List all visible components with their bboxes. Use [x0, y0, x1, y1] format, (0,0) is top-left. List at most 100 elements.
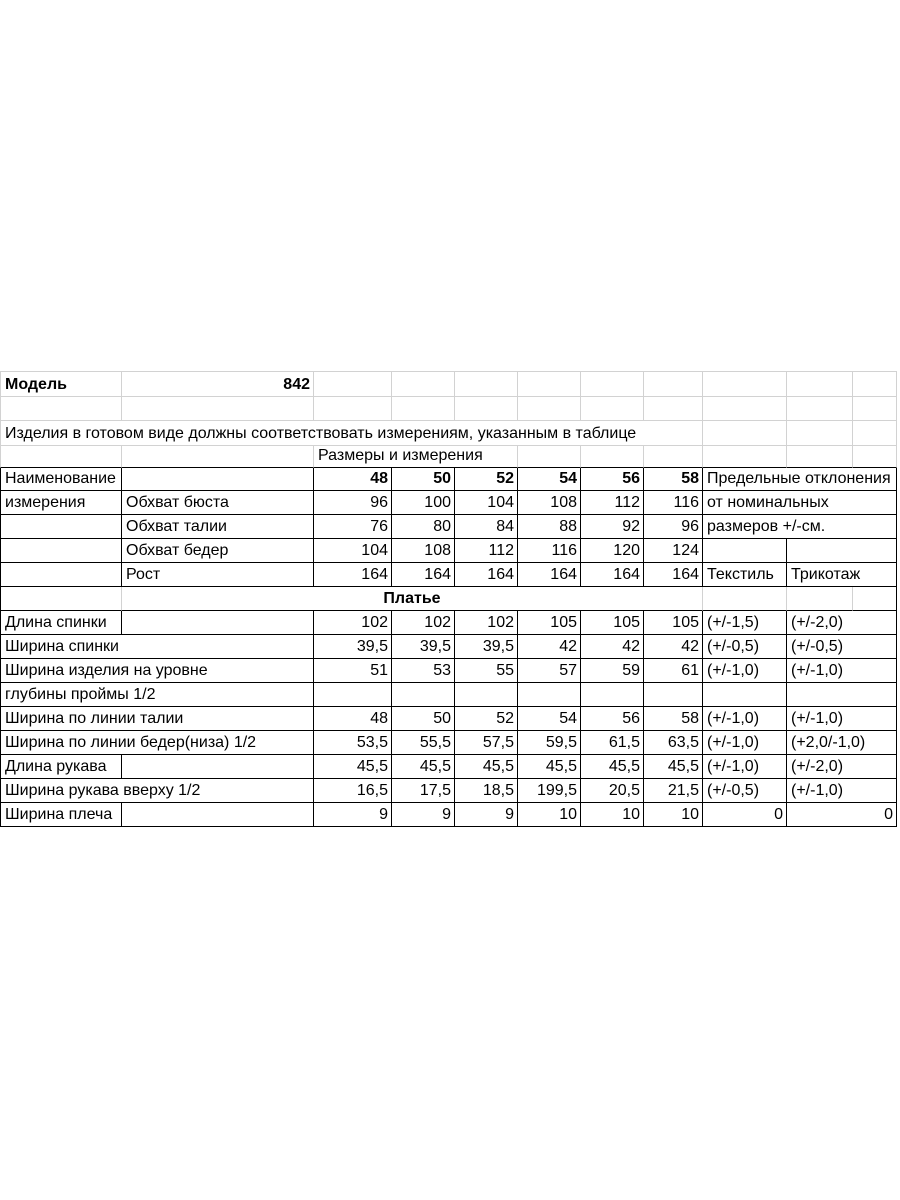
model-value-cell: 842	[122, 372, 314, 397]
empty-cell	[0, 539, 122, 563]
empty-cell	[703, 446, 787, 468]
value-cell: 53	[392, 659, 455, 683]
value-cell: 20,5	[581, 779, 644, 803]
value-cell: 39,5	[455, 635, 518, 659]
value-cell: 61	[644, 659, 703, 683]
empty-cell	[787, 397, 853, 421]
value-cell: 48	[314, 707, 392, 731]
empty-cell	[581, 372, 644, 397]
row-label-cell: Ширина изделия на уровне	[0, 659, 314, 683]
row-label-cell: глубины проймы 1/2	[0, 683, 314, 707]
empty-cell	[853, 421, 897, 446]
tolerance-textile-cell	[703, 683, 787, 707]
value-cell: 52	[455, 707, 518, 731]
empty-cell	[122, 446, 314, 468]
empty-cell	[787, 539, 897, 563]
row-label-cell: Ширина плеча	[0, 803, 122, 827]
empty-cell	[518, 397, 581, 421]
empty-cell	[122, 468, 314, 491]
empty-cell	[787, 372, 853, 397]
size-col-header: 50	[392, 468, 455, 491]
empty-cell	[703, 397, 787, 421]
value-cell: 105	[518, 611, 581, 635]
empty-cell	[0, 563, 122, 587]
empty-cell	[581, 397, 644, 421]
tolerance-textile-cell: (+/-1,0)	[703, 755, 787, 779]
value-cell: 50	[392, 707, 455, 731]
tolerance-knit-cell: (+/-2,0)	[787, 611, 897, 635]
sizes-caption-cell: Размеры и измерения	[314, 446, 518, 468]
value-cell: 57	[518, 659, 581, 683]
value-cell: 45,5	[455, 755, 518, 779]
value-cell: 164	[581, 563, 644, 587]
measure-label-cell: Рост	[122, 563, 314, 587]
value-cell: 102	[455, 611, 518, 635]
empty-cell	[581, 446, 644, 468]
row-label-cell: Ширина по линии талии	[0, 707, 314, 731]
measure-label-cell: Обхват бедер	[122, 539, 314, 563]
value-cell: 76	[314, 515, 392, 539]
value-cell: 59,5	[518, 731, 581, 755]
value-cell: 39,5	[392, 635, 455, 659]
size-col-header: 58	[644, 468, 703, 491]
value-cell: 58	[644, 707, 703, 731]
tolerance-textile-cell: (+/-1,5)	[703, 611, 787, 635]
tolerance-textile-cell: (+/-1,0)	[703, 659, 787, 683]
tolerance-textile-cell: (+/-1,0)	[703, 707, 787, 731]
value-cell: 56	[581, 707, 644, 731]
empty-cell	[314, 372, 392, 397]
value-cell: 42	[644, 635, 703, 659]
empty-cell	[122, 755, 314, 779]
empty-cell	[853, 372, 897, 397]
value-cell: 104	[455, 491, 518, 515]
tolerance-textile-cell: 0	[703, 803, 787, 827]
tolerance-knit-cell	[787, 683, 897, 707]
value-cell	[392, 683, 455, 707]
value-cell: 96	[644, 515, 703, 539]
empty-cell	[122, 397, 314, 421]
value-cell: 10	[581, 803, 644, 827]
value-cell: 199,5	[518, 779, 581, 803]
value-cell: 88	[518, 515, 581, 539]
tolerance-header-cell: Предельные отклонения	[703, 468, 897, 491]
value-cell: 108	[518, 491, 581, 515]
tolerance-knit-cell: (+/-1,0)	[787, 707, 897, 731]
size-col-header: 52	[455, 468, 518, 491]
size-col-header: 48	[314, 468, 392, 491]
empty-cell	[644, 446, 703, 468]
value-cell	[455, 683, 518, 707]
value-cell: 120	[581, 539, 644, 563]
value-cell: 17,5	[392, 779, 455, 803]
value-cell: 108	[392, 539, 455, 563]
material-knit-cell: Трикотаж	[787, 563, 897, 587]
empty-cell	[392, 397, 455, 421]
tolerance-knit-cell: (+/-2,0)	[787, 755, 897, 779]
value-cell: 42	[518, 635, 581, 659]
value-cell: 92	[581, 515, 644, 539]
tolerance-textile-cell: (+/-0,5)	[703, 635, 787, 659]
empty-cell	[455, 372, 518, 397]
value-cell: 63,5	[644, 731, 703, 755]
value-cell: 59	[581, 659, 644, 683]
value-cell: 45,5	[581, 755, 644, 779]
value-cell: 55	[455, 659, 518, 683]
value-cell: 9	[392, 803, 455, 827]
empty-cell	[853, 397, 897, 421]
empty-cell	[703, 539, 787, 563]
value-cell: 51	[314, 659, 392, 683]
value-cell: 112	[581, 491, 644, 515]
value-cell: 45,5	[314, 755, 392, 779]
value-cell: 54	[518, 707, 581, 731]
value-cell: 16,5	[314, 779, 392, 803]
model-label-cell: Модель	[0, 372, 122, 397]
tolerance-note-cell: размеров +/-см.	[703, 515, 897, 539]
value-cell: 102	[392, 611, 455, 635]
note-cell: Изделия в готовом виде должны соответств…	[0, 421, 703, 446]
tolerance-knit-cell: 0	[787, 803, 897, 827]
sheet-grid: Модель 842 Изделия в готовом виде должны с…	[0, 371, 897, 827]
empty-cell	[644, 372, 703, 397]
value-cell: 100	[392, 491, 455, 515]
value-cell: 96	[314, 491, 392, 515]
value-cell: 9	[314, 803, 392, 827]
